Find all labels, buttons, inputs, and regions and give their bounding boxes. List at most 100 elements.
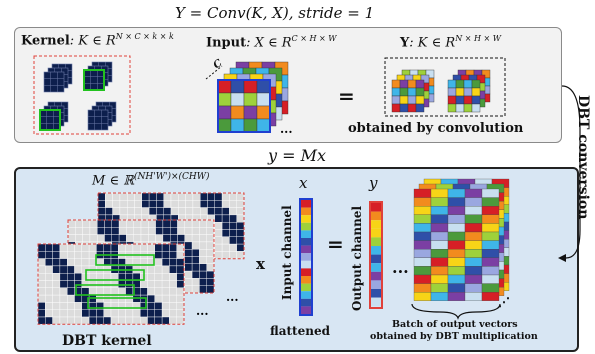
dbt-sheet-middle-cell <box>96 219 105 228</box>
y-vector-cell <box>371 237 381 246</box>
dbt-conversion-arrowhead <box>558 254 566 262</box>
dbt-sheet-back-cell <box>141 207 150 216</box>
dbt-sheet-middle-cell <box>206 248 215 257</box>
dbt-sheet-front-cell <box>37 287 46 296</box>
dbt-sheet-middle-cell <box>184 234 193 243</box>
dbt-sheet-front-cell <box>176 265 185 274</box>
dbt-sheet-back-cell <box>236 207 245 216</box>
dbt-sheet-front-cell <box>37 243 46 252</box>
dbt-sheet-middle-cell <box>162 219 171 228</box>
dbt-sheet-middle-cell <box>75 234 83 243</box>
x-vector-cell <box>301 298 311 307</box>
dbt-sheet-front-cell <box>154 316 163 325</box>
batch-cell <box>413 257 432 267</box>
dbt-sheet-back-cell <box>126 200 135 208</box>
dbt-sheet-front-cell <box>118 243 126 252</box>
batch-cell <box>430 292 449 301</box>
dbt-sheet-back-cell <box>178 200 186 208</box>
dbt-sheet-front-cell <box>96 316 104 325</box>
dbt-sheet-middle-cell <box>67 234 76 243</box>
dbt-sheet-front-cell <box>176 287 185 296</box>
dbt-sheet-front-cell <box>52 287 61 296</box>
x-vector-cell <box>301 276 311 284</box>
batch-cell <box>447 292 466 301</box>
dbt-sheet-back-cell <box>214 214 223 223</box>
output-b-layer-0-cell <box>455 79 465 89</box>
y-vector-cell <box>371 289 381 298</box>
dbt-sheet-front-cell <box>147 294 156 303</box>
dbt-sheet-back-cell <box>236 229 245 238</box>
dbt-sheet-back-cell <box>112 192 121 201</box>
dbt-sheet-middle-cell <box>199 241 207 250</box>
dbt-sheet-middle-cell <box>140 234 149 243</box>
batch-cell <box>413 292 432 301</box>
dbt-sheet-front-cell <box>45 251 53 259</box>
output-b-layer-0-cell <box>447 87 457 97</box>
dbt-sheet-back-cell <box>221 192 230 201</box>
dbt-sheet-front-cell <box>66 243 75 252</box>
kernel-cube-c-highlight <box>39 109 61 131</box>
dbt-sheet-middle-cell <box>199 234 207 243</box>
dbt-sheet-front-cell <box>110 316 119 325</box>
output-a-layer-0-cell <box>407 79 417 89</box>
dbt-equation: y = Mx <box>268 146 327 165</box>
dbt-sheet-back-cell <box>214 251 223 259</box>
batch-cell <box>430 266 449 276</box>
input-layer-0-border <box>217 79 271 133</box>
output-b-layer-0-cell <box>447 95 457 105</box>
dbt-sheet-front-cell <box>37 294 46 303</box>
dbt-sheet-front-cell <box>66 265 75 274</box>
dbt-sheet-front-cell <box>37 309 46 318</box>
dbt-green-band-1 <box>85 269 145 281</box>
dbt-sheet-front-cell <box>125 287 134 296</box>
dbt-sheet-back-cell <box>229 192 237 201</box>
batch-cell <box>413 223 432 233</box>
dbt-sheet-middle-cell <box>177 219 186 228</box>
y-vector-cell <box>371 254 381 264</box>
dbt-sheet-front-cell <box>59 316 68 325</box>
dbt-sheet-back-cell <box>229 214 237 223</box>
dbt-sheet-front-cell <box>52 243 61 252</box>
output-caption: obtained by convolution <box>348 121 524 136</box>
dbt-sheet-front-cell <box>169 316 177 325</box>
dbt-sheet-front-cell <box>110 309 119 318</box>
dbt-sheet-middle-cell <box>82 219 91 228</box>
dbt-sheet-front-cell <box>81 251 90 259</box>
dbt-sheet-front-cell <box>125 280 134 289</box>
input-layer-0-cell <box>217 79 232 94</box>
dbt-sheet-back-cell <box>229 207 237 216</box>
input-layer-0-cell <box>256 79 271 94</box>
batch-cell <box>447 223 466 233</box>
x-vector-cell <box>301 245 311 254</box>
dbt-sheet-middle-cell <box>206 270 215 279</box>
dbt-sheet-middle-cell <box>140 227 149 235</box>
dbt-sheet-front-cell <box>37 280 46 289</box>
batch-cell <box>430 240 449 250</box>
dbt-sheet-back-cell <box>126 192 135 201</box>
dbt-sheet-front-cell <box>52 280 61 289</box>
x-vector-cell <box>301 222 311 231</box>
dbt-sheet-front-cell <box>161 316 170 325</box>
dbt-sheet-back-cell <box>214 221 223 230</box>
dbt-sheet-back-cell <box>229 236 237 245</box>
dbt-sheet-middle-cell <box>155 234 164 243</box>
dbt-green-band-0 <box>95 254 155 266</box>
dbt-sheet-front-cell <box>118 309 126 318</box>
batch-cell <box>447 197 466 207</box>
dbt-sheet-back-cell <box>236 243 245 252</box>
dbt-sheet-front-cell <box>66 302 75 310</box>
dbt-sheet-front-cell <box>66 287 75 296</box>
input-layer-0-cell <box>256 92 271 107</box>
dbt-sheet-middle-cell <box>191 241 200 250</box>
conv-equation: Y = Conv(K, X), stride = 1 <box>175 4 375 22</box>
y-vector-cell <box>371 271 381 281</box>
dbt-sheet-front-cell <box>161 294 170 303</box>
dbt-sheet-middle-cell <box>89 219 98 228</box>
dbt-sheet-front-cell <box>52 273 61 281</box>
dbt-sheet-front-cell <box>132 316 141 325</box>
batch-cell <box>481 231 500 241</box>
dbt-sheet-front-cell <box>154 280 163 289</box>
dbt-sheet-middle-cell <box>155 227 164 235</box>
dbt-sheet-back-cell <box>229 200 237 208</box>
input-layer-0-cell <box>230 92 245 107</box>
